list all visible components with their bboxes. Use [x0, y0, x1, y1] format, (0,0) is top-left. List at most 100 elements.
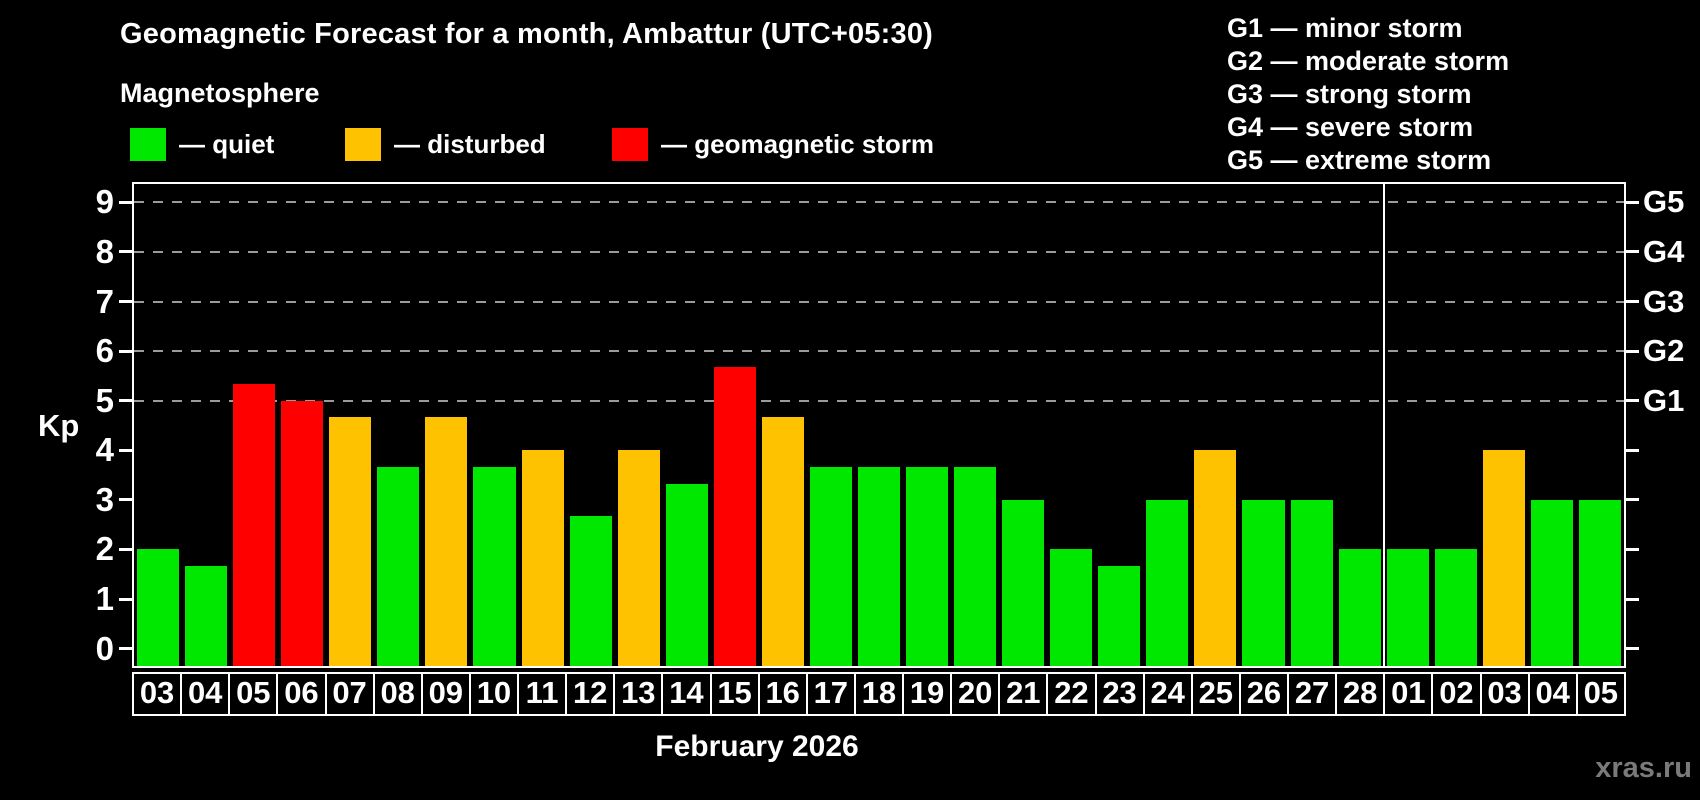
kp-bar-day-08	[377, 466, 420, 666]
kp-bar-day-24	[1146, 499, 1189, 666]
kp-bar-day-06	[281, 400, 324, 666]
day-label-23: 23	[1094, 672, 1145, 716]
g-scale-tick-label-g3: G3	[1643, 283, 1685, 319]
gridline-kp5	[134, 399, 1624, 402]
legend-item-quiet: — quiet	[130, 128, 274, 161]
day-label-18: 18	[853, 672, 904, 716]
right-tick-kp1	[1626, 597, 1639, 601]
g-scale-tick-label-g4: G4	[1643, 233, 1685, 269]
kp-bar-day-10	[473, 466, 516, 666]
kp-bar-day-20	[954, 466, 997, 666]
day-axis: 03 04 05 06 07 08 09 10 11 12 13 14 15 16 17 18 19 20 21 22…	[132, 672, 1626, 716]
day-label-15: 15	[709, 672, 760, 716]
kp-bar-day-05	[233, 384, 276, 666]
storm-color-swatch	[612, 128, 648, 161]
left-tick-kp6	[119, 349, 132, 353]
kp-bar-day-28	[1338, 549, 1381, 666]
left-tick-kp3	[119, 498, 132, 502]
day-label-17: 17	[805, 672, 856, 716]
quiet-color-swatch	[130, 128, 166, 161]
right-tick-kp7	[1626, 300, 1639, 304]
kp-bar-day-26	[1242, 499, 1285, 666]
g-scale-legend: G1 — minor storm G2 — moderate storm G3 …	[1227, 12, 1509, 177]
day-label-24: 24	[1142, 672, 1193, 716]
chart-title: Geomagnetic Forecast for a month, Ambatt…	[120, 18, 934, 50]
left-tick-kp1	[119, 597, 132, 601]
g-scale-item-g2: G2 — moderate storm	[1227, 46, 1510, 76]
kp-bar-day-22	[1050, 549, 1093, 666]
kp-bar-day-02	[1434, 549, 1477, 666]
y-tick-label-4: 4	[95, 431, 114, 469]
kp-bar-day-16	[761, 417, 804, 666]
y-tick-label-8: 8	[95, 232, 114, 270]
left-tick-kp8	[119, 250, 132, 254]
kp-bar-day-23	[1098, 565, 1141, 666]
y-tick-label-9: 9	[95, 183, 114, 221]
day-label-22: 22	[1046, 672, 1097, 716]
day-label-21: 21	[998, 672, 1049, 716]
kp-bar-day-19	[906, 466, 949, 666]
kp-axis-label: Kp	[38, 408, 80, 443]
kp-bar-day-14	[665, 483, 708, 666]
y-tick-label-6: 6	[95, 332, 114, 370]
day-label-04: 04	[180, 672, 231, 716]
magnetosphere-label: Magnetosphere	[120, 78, 320, 108]
storm-legend-label: — geomagnetic storm	[661, 129, 935, 159]
g-scale-tick-label-g1: G1	[1643, 382, 1685, 418]
day-label-05: 05	[228, 672, 279, 716]
plot-area	[132, 182, 1626, 668]
kp-bar-day-05	[1578, 499, 1621, 666]
g-scale-tick-label-g2: G2	[1643, 333, 1685, 369]
day-label-11: 11	[517, 672, 568, 716]
day-label-09: 09	[420, 672, 471, 716]
day-label-06: 06	[276, 672, 327, 716]
kp-bar-day-21	[1002, 499, 1045, 666]
kp-bar-day-11	[521, 450, 564, 666]
kp-bar-day-03	[1482, 450, 1525, 666]
day-label-25: 25	[1190, 672, 1241, 716]
day-label-02: 02	[1431, 672, 1482, 716]
gridline-kp8	[134, 250, 1624, 253]
right-tick-kp0	[1626, 647, 1639, 651]
kp-bar-day-15	[713, 367, 756, 666]
g-scale-item-g1: G1 — minor storm	[1227, 13, 1463, 43]
day-label-14: 14	[661, 672, 712, 716]
day-label-10: 10	[468, 672, 519, 716]
day-label-04: 04	[1527, 672, 1578, 716]
day-label-19: 19	[902, 672, 953, 716]
right-tick-kp2	[1626, 547, 1639, 551]
y-tick-label-1: 1	[95, 580, 114, 618]
g-scale-item-g4: G4 — severe storm	[1227, 112, 1474, 142]
kp-bar-day-09	[425, 417, 468, 666]
day-label-20: 20	[950, 672, 1001, 716]
day-label-28: 28	[1335, 672, 1386, 716]
month-label: February 2026	[655, 730, 859, 763]
day-label-03: 03	[1479, 672, 1530, 716]
day-label-01: 01	[1383, 672, 1434, 716]
kp-bar-day-07	[329, 417, 372, 666]
left-tick-kp9	[119, 200, 132, 204]
quiet-legend-label: — quiet	[179, 129, 275, 159]
g-scale-item-g5: G5 — extreme storm	[1227, 145, 1492, 175]
day-label-03: 03	[132, 672, 183, 716]
disturbed-legend-label: — disturbed	[394, 129, 546, 159]
y-tick-label-0: 0	[95, 629, 114, 667]
left-tick-kp2	[119, 547, 132, 551]
day-label-27: 27	[1287, 672, 1338, 716]
g-scale-item-g3: G3 — strong storm	[1227, 79, 1472, 109]
g-scale-tick-label-g5: G5	[1643, 184, 1685, 220]
legend-item-storm: — geomagnetic storm	[612, 128, 934, 161]
watermark: xras.ru	[1595, 752, 1692, 784]
day-label-16: 16	[757, 672, 808, 716]
gridline-kp9	[134, 201, 1624, 204]
month-divider-line	[1382, 184, 1385, 666]
day-label-08: 08	[372, 672, 423, 716]
day-label-13: 13	[613, 672, 664, 716]
gridline-kp6	[134, 350, 1624, 353]
kp-bar-day-03	[137, 549, 180, 666]
y-tick-label-3: 3	[95, 480, 114, 518]
disturbed-color-swatch	[345, 128, 381, 161]
right-tick-kp3	[1626, 498, 1639, 502]
right-tick-kp5	[1626, 399, 1639, 403]
day-label-05: 05	[1575, 672, 1626, 716]
